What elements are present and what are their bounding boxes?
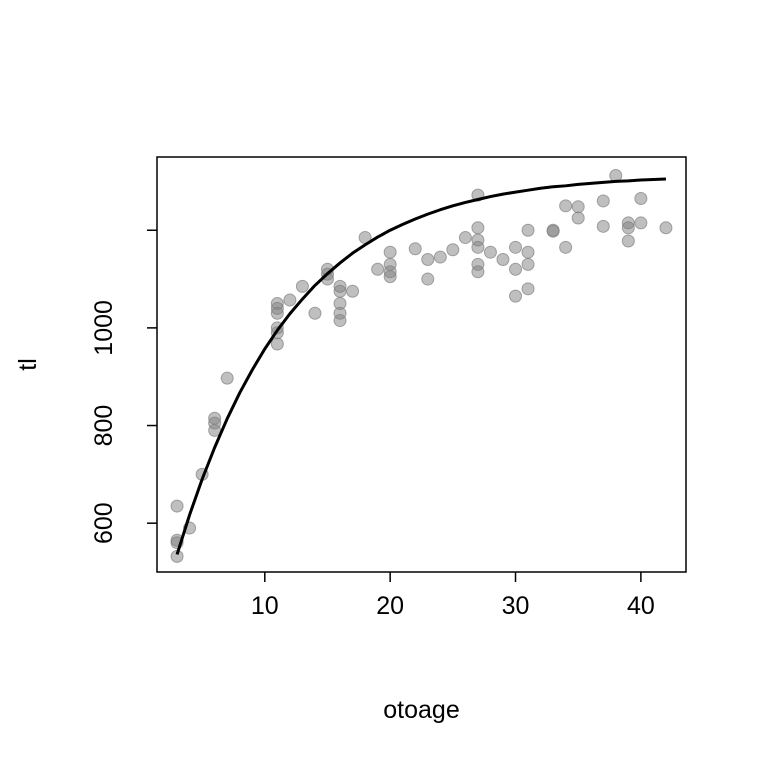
data-point — [295, 279, 309, 293]
data-point — [634, 192, 648, 205]
data-point — [270, 337, 284, 351]
plot-frame — [156, 156, 687, 573]
data-point — [521, 245, 535, 259]
data-point — [621, 221, 635, 235]
y-tick-label: 600 — [90, 502, 118, 544]
fitted-curve — [175, 177, 666, 555]
data-point — [333, 314, 347, 328]
data-point — [483, 245, 497, 259]
data-point — [496, 253, 510, 267]
x-tick-label: 10 — [251, 592, 279, 620]
data-point — [521, 223, 535, 237]
data-point — [596, 194, 610, 208]
y-tick-label: 1000 — [90, 300, 118, 356]
x-tick-label: 40 — [627, 592, 655, 620]
data-point — [571, 211, 585, 225]
data-point — [571, 200, 585, 214]
y-axis: 600 800 1000 — [90, 229, 157, 544]
x-tick-label: 30 — [502, 592, 530, 620]
data-point — [471, 240, 485, 254]
data-point — [559, 199, 573, 213]
x-axis-title: otoage — [383, 696, 459, 724]
data-point — [283, 293, 297, 307]
data-point — [383, 270, 397, 284]
y-axis-title: tl — [14, 358, 42, 371]
data-point — [333, 284, 347, 298]
data-point — [220, 371, 234, 385]
x-tick-label: 20 — [376, 592, 404, 620]
data-point — [458, 231, 472, 245]
data-point — [521, 282, 535, 296]
data-point — [509, 289, 523, 303]
data-point — [446, 243, 460, 257]
data-point — [421, 253, 435, 267]
data-point — [634, 216, 648, 230]
data-point — [509, 262, 523, 276]
data-point — [559, 240, 573, 254]
data-point — [371, 262, 385, 276]
fitted-curve-layer — [175, 177, 666, 555]
data-point — [308, 306, 322, 320]
data-point — [546, 223, 560, 237]
data-point — [521, 257, 535, 271]
x-axis: 10 20 30 40 — [251, 572, 655, 620]
data-point — [433, 250, 447, 264]
data-point — [471, 221, 485, 235]
data-point — [383, 245, 397, 259]
data-point — [346, 284, 360, 298]
data-point — [509, 240, 523, 254]
data-point — [596, 219, 610, 233]
data-point — [621, 234, 635, 248]
data-point — [408, 242, 422, 256]
data-point — [471, 265, 485, 279]
data-point — [421, 272, 435, 286]
data-point — [270, 306, 284, 320]
y-tick-label: 800 — [90, 405, 118, 447]
data-point — [659, 221, 673, 235]
data-point — [170, 499, 184, 513]
